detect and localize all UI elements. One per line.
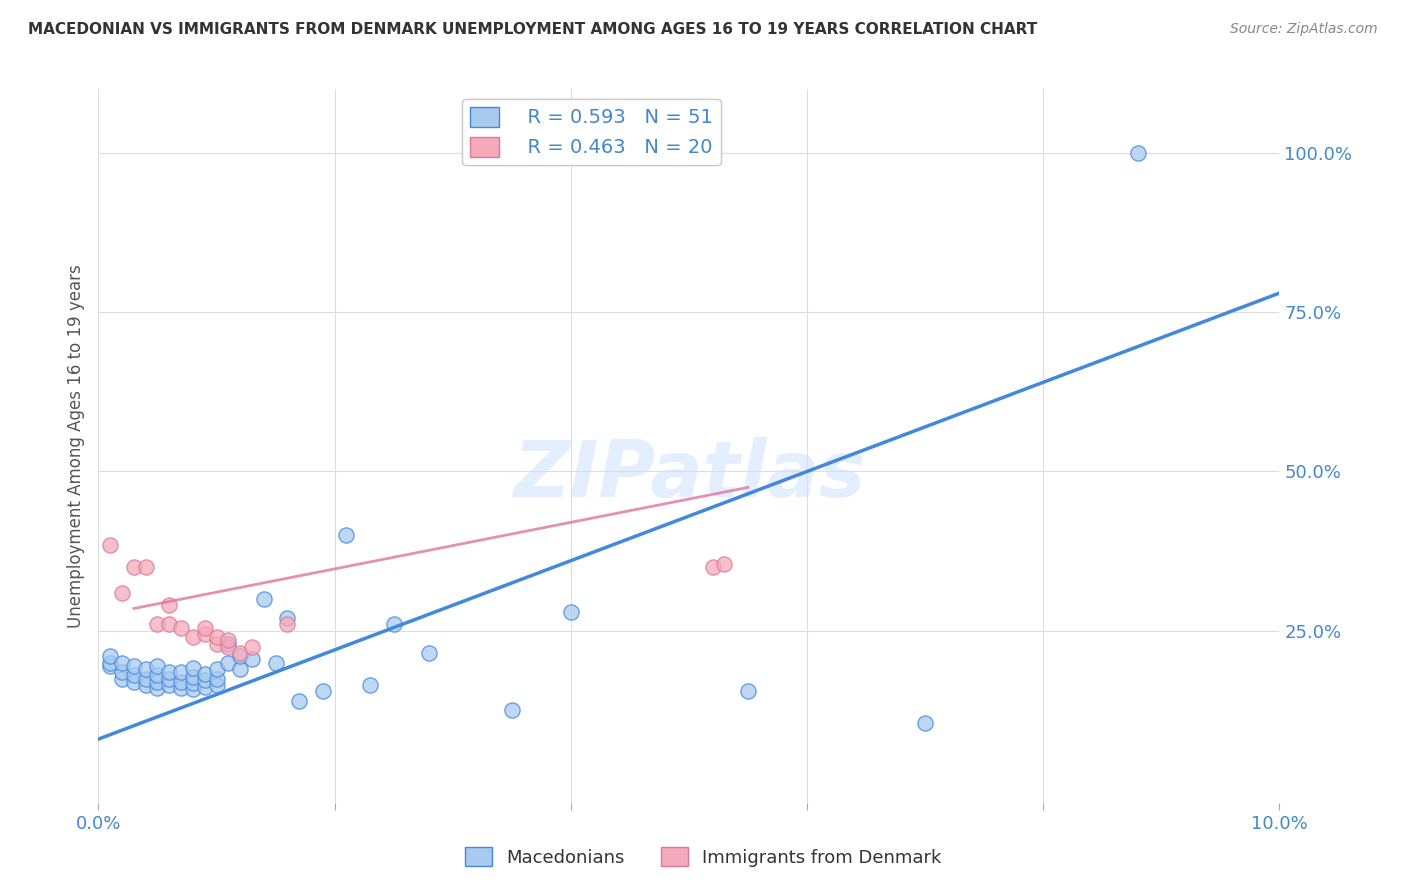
Point xyxy=(146,674,169,689)
Point xyxy=(135,672,157,686)
Point xyxy=(170,674,193,689)
Point xyxy=(157,599,180,613)
Point xyxy=(122,560,145,574)
Point xyxy=(181,670,204,684)
Point xyxy=(135,678,157,692)
Point xyxy=(205,662,228,676)
Point xyxy=(98,649,121,664)
Point xyxy=(181,630,204,644)
Point xyxy=(194,667,217,681)
Point xyxy=(737,684,759,698)
Point xyxy=(382,617,405,632)
Point xyxy=(111,672,134,686)
Point xyxy=(205,630,228,644)
Point xyxy=(560,605,582,619)
Point xyxy=(170,621,193,635)
Point xyxy=(194,680,217,694)
Point xyxy=(122,668,145,682)
Point xyxy=(181,676,204,690)
Point xyxy=(122,674,145,689)
Point xyxy=(146,668,169,682)
Point xyxy=(240,652,263,666)
Point xyxy=(217,633,239,648)
Point xyxy=(157,617,180,632)
Point xyxy=(170,665,193,680)
Point xyxy=(264,656,287,670)
Point xyxy=(157,665,180,680)
Point xyxy=(111,656,134,670)
Point xyxy=(194,627,217,641)
Point xyxy=(98,658,121,673)
Point xyxy=(135,662,157,676)
Point xyxy=(217,636,239,650)
Point xyxy=(240,640,263,654)
Point xyxy=(276,611,298,625)
Point xyxy=(170,681,193,695)
Point xyxy=(135,560,157,574)
Point xyxy=(217,640,239,654)
Point xyxy=(914,716,936,731)
Y-axis label: Unemployment Among Ages 16 to 19 years: Unemployment Among Ages 16 to 19 years xyxy=(66,264,84,628)
Point xyxy=(98,538,121,552)
Point xyxy=(229,649,252,664)
Point xyxy=(194,673,217,688)
Point xyxy=(702,560,724,574)
Point xyxy=(359,678,381,692)
Text: MACEDONIAN VS IMMIGRANTS FROM DENMARK UNEMPLOYMENT AMONG AGES 16 TO 19 YEARS COR: MACEDONIAN VS IMMIGRANTS FROM DENMARK UN… xyxy=(28,22,1038,37)
Point xyxy=(157,678,180,692)
Point xyxy=(146,617,169,632)
Point xyxy=(229,662,252,676)
Point xyxy=(217,656,239,670)
Legend: Macedonians, Immigrants from Denmark: Macedonians, Immigrants from Denmark xyxy=(457,840,949,874)
Text: ZIPatlas: ZIPatlas xyxy=(513,436,865,513)
Point xyxy=(181,661,204,675)
Point xyxy=(205,672,228,686)
Text: Source: ZipAtlas.com: Source: ZipAtlas.com xyxy=(1230,22,1378,37)
Point xyxy=(276,617,298,632)
Point xyxy=(501,703,523,717)
Point xyxy=(229,646,252,660)
Point xyxy=(181,682,204,697)
Point xyxy=(98,656,121,670)
Point xyxy=(205,678,228,692)
Point xyxy=(253,591,276,606)
Point xyxy=(335,528,357,542)
Point xyxy=(111,585,134,599)
Point xyxy=(288,694,311,708)
Point xyxy=(146,681,169,695)
Point xyxy=(312,684,335,698)
Point xyxy=(122,658,145,673)
Point xyxy=(713,557,735,571)
Point xyxy=(111,665,134,680)
Point xyxy=(157,672,180,686)
Point xyxy=(194,621,217,635)
Legend:   R = 0.593   N = 51,   R = 0.463   N = 20: R = 0.593 N = 51, R = 0.463 N = 20 xyxy=(463,99,721,165)
Point xyxy=(1126,145,1149,160)
Point xyxy=(418,646,440,660)
Point xyxy=(205,636,228,650)
Point xyxy=(146,658,169,673)
